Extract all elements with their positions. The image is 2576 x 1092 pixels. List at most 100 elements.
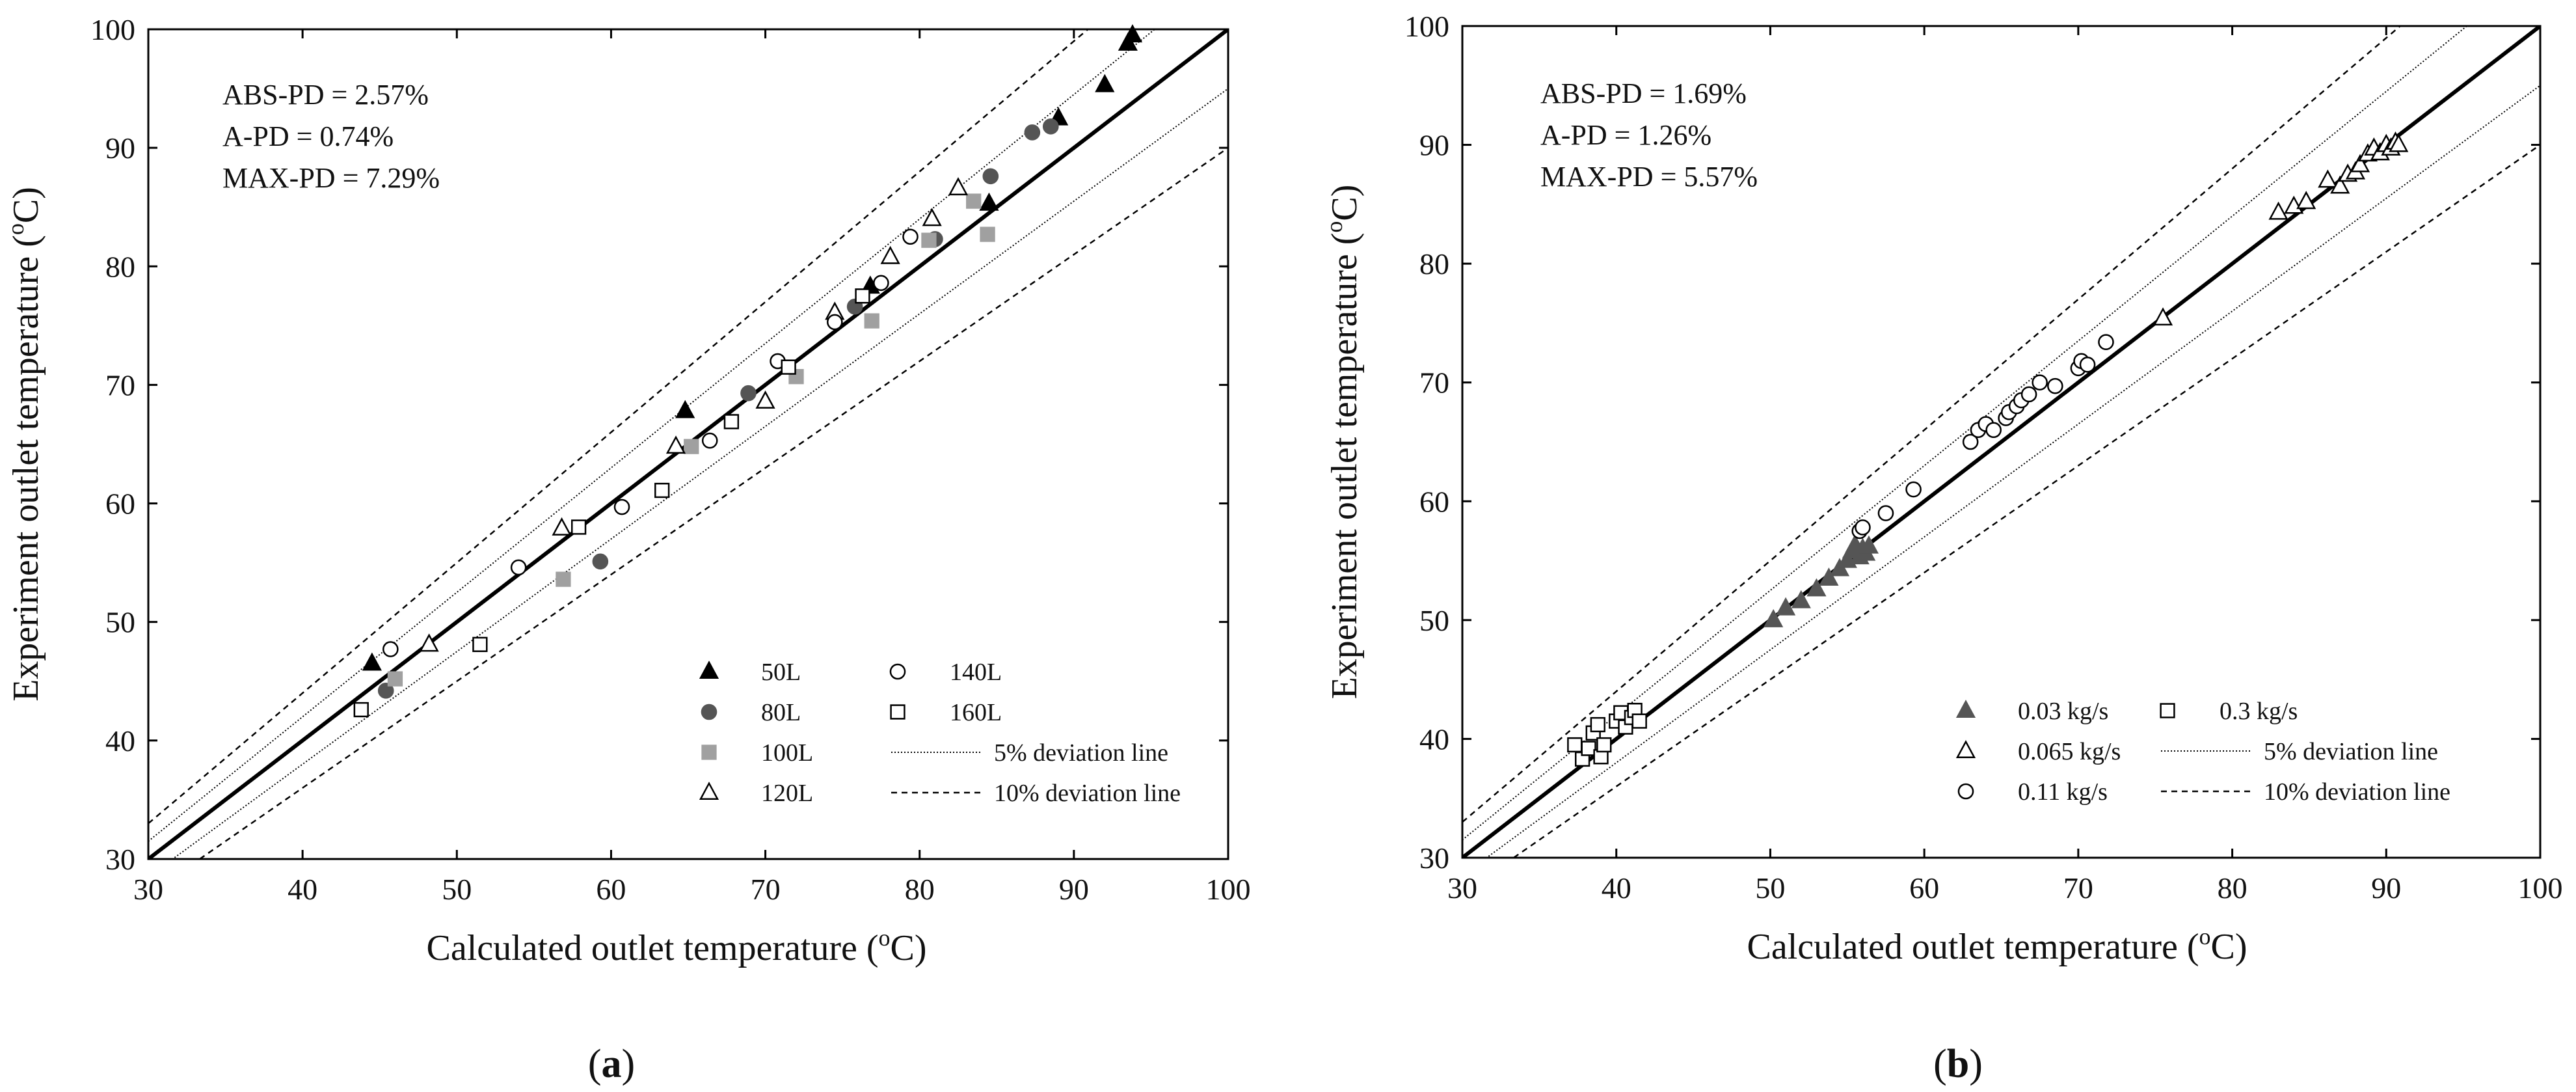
data-point (948, 177, 969, 196)
data-point (921, 232, 937, 248)
data-point (864, 313, 879, 329)
10pct-deviation-line (1462, 26, 2402, 823)
data-point (2079, 357, 2096, 373)
data-point (723, 414, 740, 430)
x-tick-label: 100 (1206, 873, 1251, 906)
legend-label: 140L (950, 659, 1002, 686)
data-point (362, 652, 382, 671)
y-tick-label: 40 (1419, 722, 1449, 756)
data-point (979, 192, 999, 211)
stat-text: MAX-PD = 7.29% (222, 162, 440, 194)
x-tick-label: 50 (442, 873, 472, 906)
x-tick-label: 90 (2371, 871, 2401, 905)
data-point (2296, 191, 2316, 210)
data-point (1806, 578, 1827, 597)
x-tick-label: 90 (1059, 873, 1089, 906)
data-point (1905, 481, 1922, 498)
data-point (1024, 124, 1041, 141)
series-0-065-kg-s (2153, 131, 2409, 326)
legend-marker (699, 661, 719, 679)
legend-label: 100L (761, 739, 813, 767)
data-point (556, 571, 571, 587)
x-axis-title: Calculated outlet temperature (oC) (426, 925, 926, 968)
legend-marker (701, 744, 717, 760)
5pct-deviation-line (148, 29, 1156, 842)
data-point (922, 208, 942, 226)
legend-label: 120L (761, 780, 813, 807)
legend-marker (2160, 703, 2175, 718)
legend-label: 80L (761, 699, 801, 726)
data-point (419, 633, 439, 652)
panel-b-chart: 30 40 50 60 70 80 90 100 30 40 50 60 70 80 90 100 Calcul… (1321, 10, 2563, 1086)
data-point (654, 482, 670, 498)
data-point (1776, 597, 1796, 616)
series-0-3-kg-s (1567, 702, 1647, 767)
y-tick-label: 70 (105, 368, 135, 402)
legend-marker (1957, 783, 1974, 800)
y-tick-label: 80 (105, 250, 135, 283)
10pct-deviation-line (198, 147, 1228, 859)
data-point (387, 671, 403, 687)
data-point (353, 702, 369, 718)
x-tick-label: 100 (2518, 871, 2563, 905)
y-tick-label: 100 (1404, 10, 1449, 43)
y-tick-label: 50 (105, 606, 135, 639)
data-point (1877, 505, 1894, 521)
panel-label: (a) (588, 1042, 635, 1086)
series-160l (353, 288, 870, 718)
legend-label: 0.11 kg/s (2018, 778, 2108, 806)
stat-text: A-PD = 1.26% (1540, 119, 1711, 151)
data-point (2350, 154, 2370, 172)
data-point (2318, 169, 2338, 188)
data-point (382, 641, 399, 657)
legend-marker (890, 704, 906, 720)
data-point (880, 245, 900, 264)
x-tick-label: 70 (2063, 871, 2093, 905)
legend-label: 5% deviation line (994, 739, 1168, 767)
data-point (510, 559, 527, 576)
series-0-11-kg-s (1851, 334, 2114, 539)
data-point (472, 636, 488, 652)
data-point (1985, 422, 2002, 439)
legend-marker (889, 663, 906, 680)
data-point (552, 517, 572, 536)
legend-label: 0.03 kg/s (2018, 698, 2108, 725)
data-point (613, 498, 630, 515)
data-point (570, 519, 587, 535)
data-point (1764, 608, 1784, 627)
data-point (1855, 519, 1871, 536)
data-point (684, 439, 699, 454)
plot-frame (147, 28, 1229, 860)
series-100l (387, 193, 995, 687)
y-tick-label: 100 (90, 13, 135, 46)
x-axis-title: Calculated outlet temperature (oC) (1747, 923, 2247, 967)
x-tick-label: 30 (133, 873, 163, 906)
legend-label: 10% deviation line (2264, 778, 2450, 806)
data-point (1042, 118, 1059, 135)
x-tick-label: 70 (751, 873, 781, 906)
data-point (982, 168, 999, 185)
stat-text: ABS-PD = 1.69% (1540, 77, 1747, 109)
data-point (701, 432, 718, 449)
data-point (2047, 377, 2063, 394)
y-tick-label: 60 (105, 487, 135, 521)
y-axis-title: Experiment outlet temperature (oC) (3, 187, 46, 702)
y-tick-label: 70 (1419, 366, 1449, 400)
stat-text: MAX-PD = 5.57% (1540, 161, 1758, 193)
series-80l (377, 118, 1059, 699)
series-120l (419, 177, 969, 652)
10pct-deviation-line (148, 29, 1090, 825)
legend-label: 50L (761, 659, 801, 686)
legend-marker (1955, 740, 1976, 758)
data-point (1095, 74, 1115, 92)
data-point (665, 435, 686, 454)
legend: 0.03 kg/s 0.3 kg/s 0.065 kg/s 5% deviation … (1955, 698, 2450, 806)
y-tick-label: 30 (105, 843, 135, 876)
data-point (826, 314, 843, 331)
data-point (966, 193, 982, 209)
x-tick-label: 60 (1909, 871, 1939, 905)
data-point (377, 683, 394, 699)
data-point (1819, 567, 1839, 586)
data-point (1590, 717, 1605, 733)
data-point (2284, 195, 2304, 214)
